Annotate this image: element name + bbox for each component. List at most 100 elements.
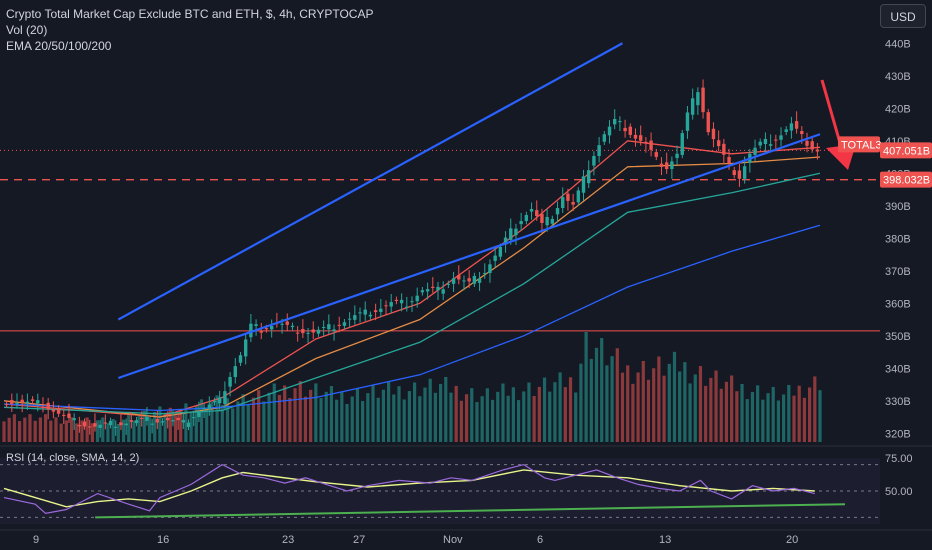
volume-bar <box>298 381 302 442</box>
volume-bar <box>153 411 157 442</box>
candle-body <box>217 397 222 404</box>
volume-bar <box>652 368 656 442</box>
candle-body <box>410 301 414 303</box>
volume-bar <box>558 372 562 442</box>
candle-body <box>181 420 186 423</box>
volume-bar <box>361 400 365 442</box>
volume-bar <box>792 395 796 442</box>
candle-body <box>166 417 170 421</box>
volume-bar <box>641 360 645 442</box>
candle-body <box>753 147 757 155</box>
candle-body <box>249 323 253 338</box>
volume-bar <box>272 383 276 442</box>
candle-body <box>82 421 87 427</box>
volume-bar <box>38 417 42 442</box>
candle-body <box>327 324 331 330</box>
channel-lower-line <box>117 133 821 380</box>
candle-body <box>145 416 149 421</box>
price-axis-label: 340B <box>885 363 911 375</box>
volume-bar <box>397 386 401 442</box>
time-axis-label: 23 <box>282 534 294 546</box>
time-axis-label: Nov <box>443 534 463 546</box>
candle-body <box>592 156 596 166</box>
volume-bar <box>574 392 578 442</box>
candle-body <box>384 305 388 307</box>
volume-bar <box>730 375 734 442</box>
candle-body <box>457 274 461 280</box>
volume-bar <box>241 394 245 442</box>
volume-bar <box>766 393 770 442</box>
candle-body <box>545 216 549 226</box>
volume-bar <box>532 395 536 442</box>
volume-bar <box>438 383 443 442</box>
volume-bar <box>158 406 162 442</box>
volume-bar <box>2 421 6 442</box>
volume-bar <box>49 420 53 442</box>
volume-bar <box>64 420 68 442</box>
volume-bar <box>605 365 609 442</box>
volume-indicator-label: Vol (20) <box>6 23 48 37</box>
symbol-title: Crypto Total Market Cap Exclude BTC and … <box>6 7 374 21</box>
volume-bar <box>776 400 781 442</box>
volume-bar <box>407 391 412 442</box>
volume-bar <box>797 385 801 442</box>
rsi-axis-label: 75.00 <box>885 453 913 465</box>
volume-bar <box>636 372 640 442</box>
candle-body <box>540 213 544 223</box>
volume-bar <box>101 417 105 442</box>
volume-bar <box>683 362 687 442</box>
volume-bar <box>563 387 567 442</box>
candle-body <box>379 308 383 313</box>
candle-body <box>4 404 9 406</box>
candle-body <box>93 423 97 427</box>
volume-bar <box>735 391 739 442</box>
volume-bar <box>277 394 282 442</box>
candle-body <box>134 420 139 424</box>
candle-body <box>493 255 497 261</box>
price-axis-label: 360B <box>885 298 911 310</box>
ema-line <box>3 172 821 415</box>
candle-body <box>301 328 305 334</box>
candle-body <box>613 118 617 125</box>
volume-bar <box>267 392 271 442</box>
candle-body <box>306 332 310 334</box>
candle-body <box>425 289 430 292</box>
volume-bar <box>678 371 682 442</box>
candle-body <box>675 153 679 158</box>
candle-body <box>472 276 477 284</box>
candle-body <box>638 135 643 141</box>
volume-bar <box>309 389 313 442</box>
volume-bar <box>319 398 323 442</box>
candle-body <box>509 228 513 240</box>
volume-bar <box>454 385 458 442</box>
candle-body <box>420 290 425 293</box>
currency-button[interactable]: USD <box>880 4 926 28</box>
candle-body <box>451 278 456 284</box>
volume-bar <box>85 417 89 442</box>
volume-bar <box>225 398 230 442</box>
candle-body <box>290 325 295 328</box>
time-axis-label: 6 <box>537 534 543 546</box>
volume-bar <box>257 390 261 442</box>
candle-body <box>124 423 128 426</box>
candle-body <box>72 418 76 421</box>
candle-body <box>524 215 529 222</box>
volume-bar <box>782 394 786 442</box>
volume-bar <box>194 405 198 442</box>
candle-body <box>561 197 565 209</box>
ema-indicator-label: EMA 20/50/100/200 <box>6 39 112 53</box>
volume-bar <box>147 417 152 442</box>
volume-bar <box>220 405 224 442</box>
candle-body <box>269 326 274 330</box>
volume-bar <box>750 392 755 442</box>
volume-bar <box>69 417 74 442</box>
candle-body <box>446 283 451 285</box>
volume-bar <box>231 408 235 442</box>
volume-bar <box>205 408 209 442</box>
volume-bar <box>423 387 427 442</box>
candle-body <box>794 121 799 129</box>
candle-body <box>368 314 373 317</box>
volume-bar <box>553 382 557 442</box>
volume-bar <box>610 356 614 442</box>
